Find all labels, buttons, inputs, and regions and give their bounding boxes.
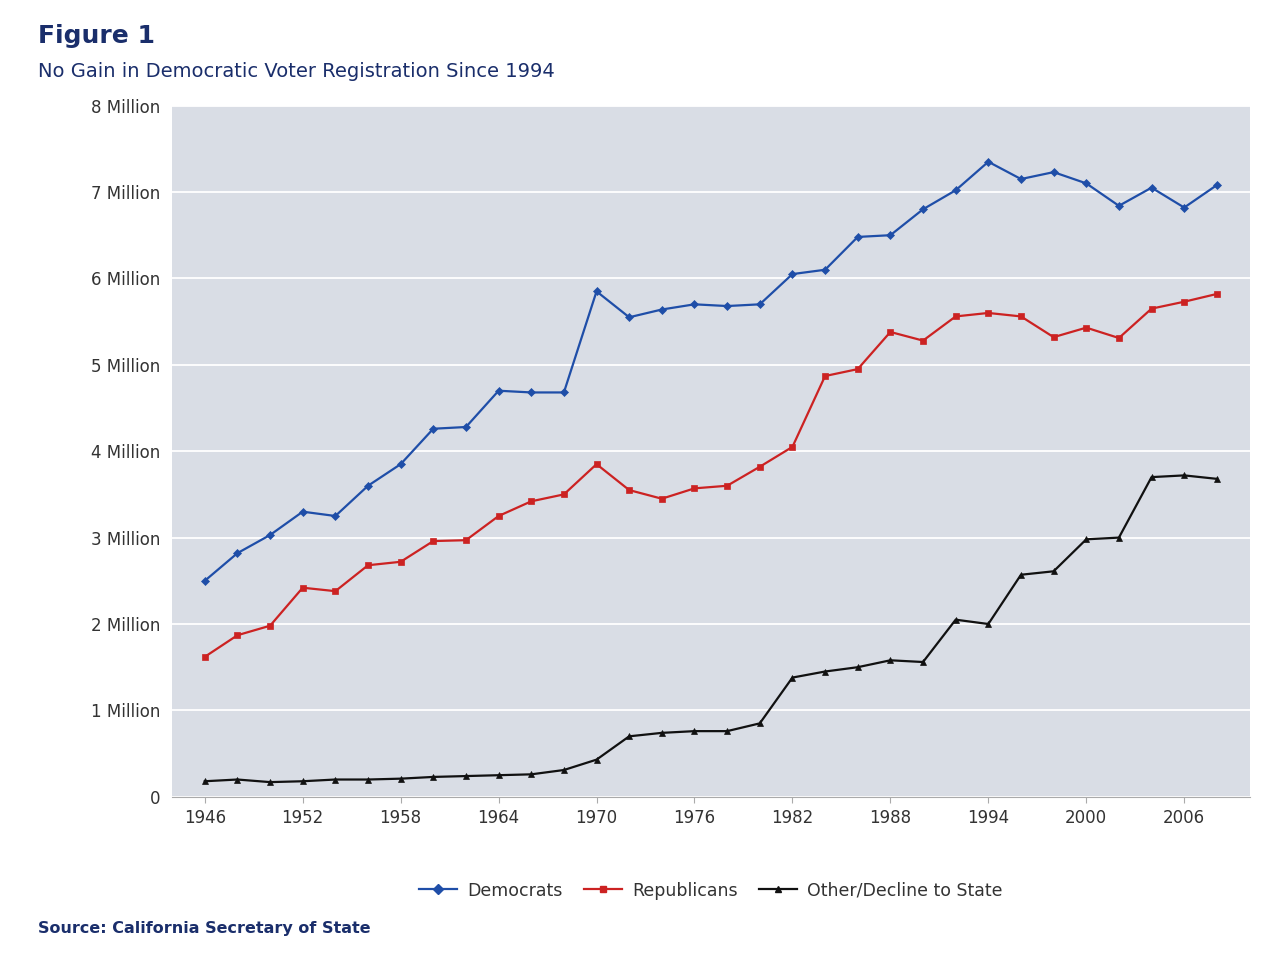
Text: No Gain in Democratic Voter Registration Since 1994: No Gain in Democratic Voter Registration…	[38, 62, 555, 82]
Text: Source: California Secretary of State: Source: California Secretary of State	[38, 921, 371, 936]
Legend: Democrats, Republicans, Other/Decline to State: Democrats, Republicans, Other/Decline to…	[418, 881, 1003, 900]
Text: Figure 1: Figure 1	[38, 24, 156, 48]
